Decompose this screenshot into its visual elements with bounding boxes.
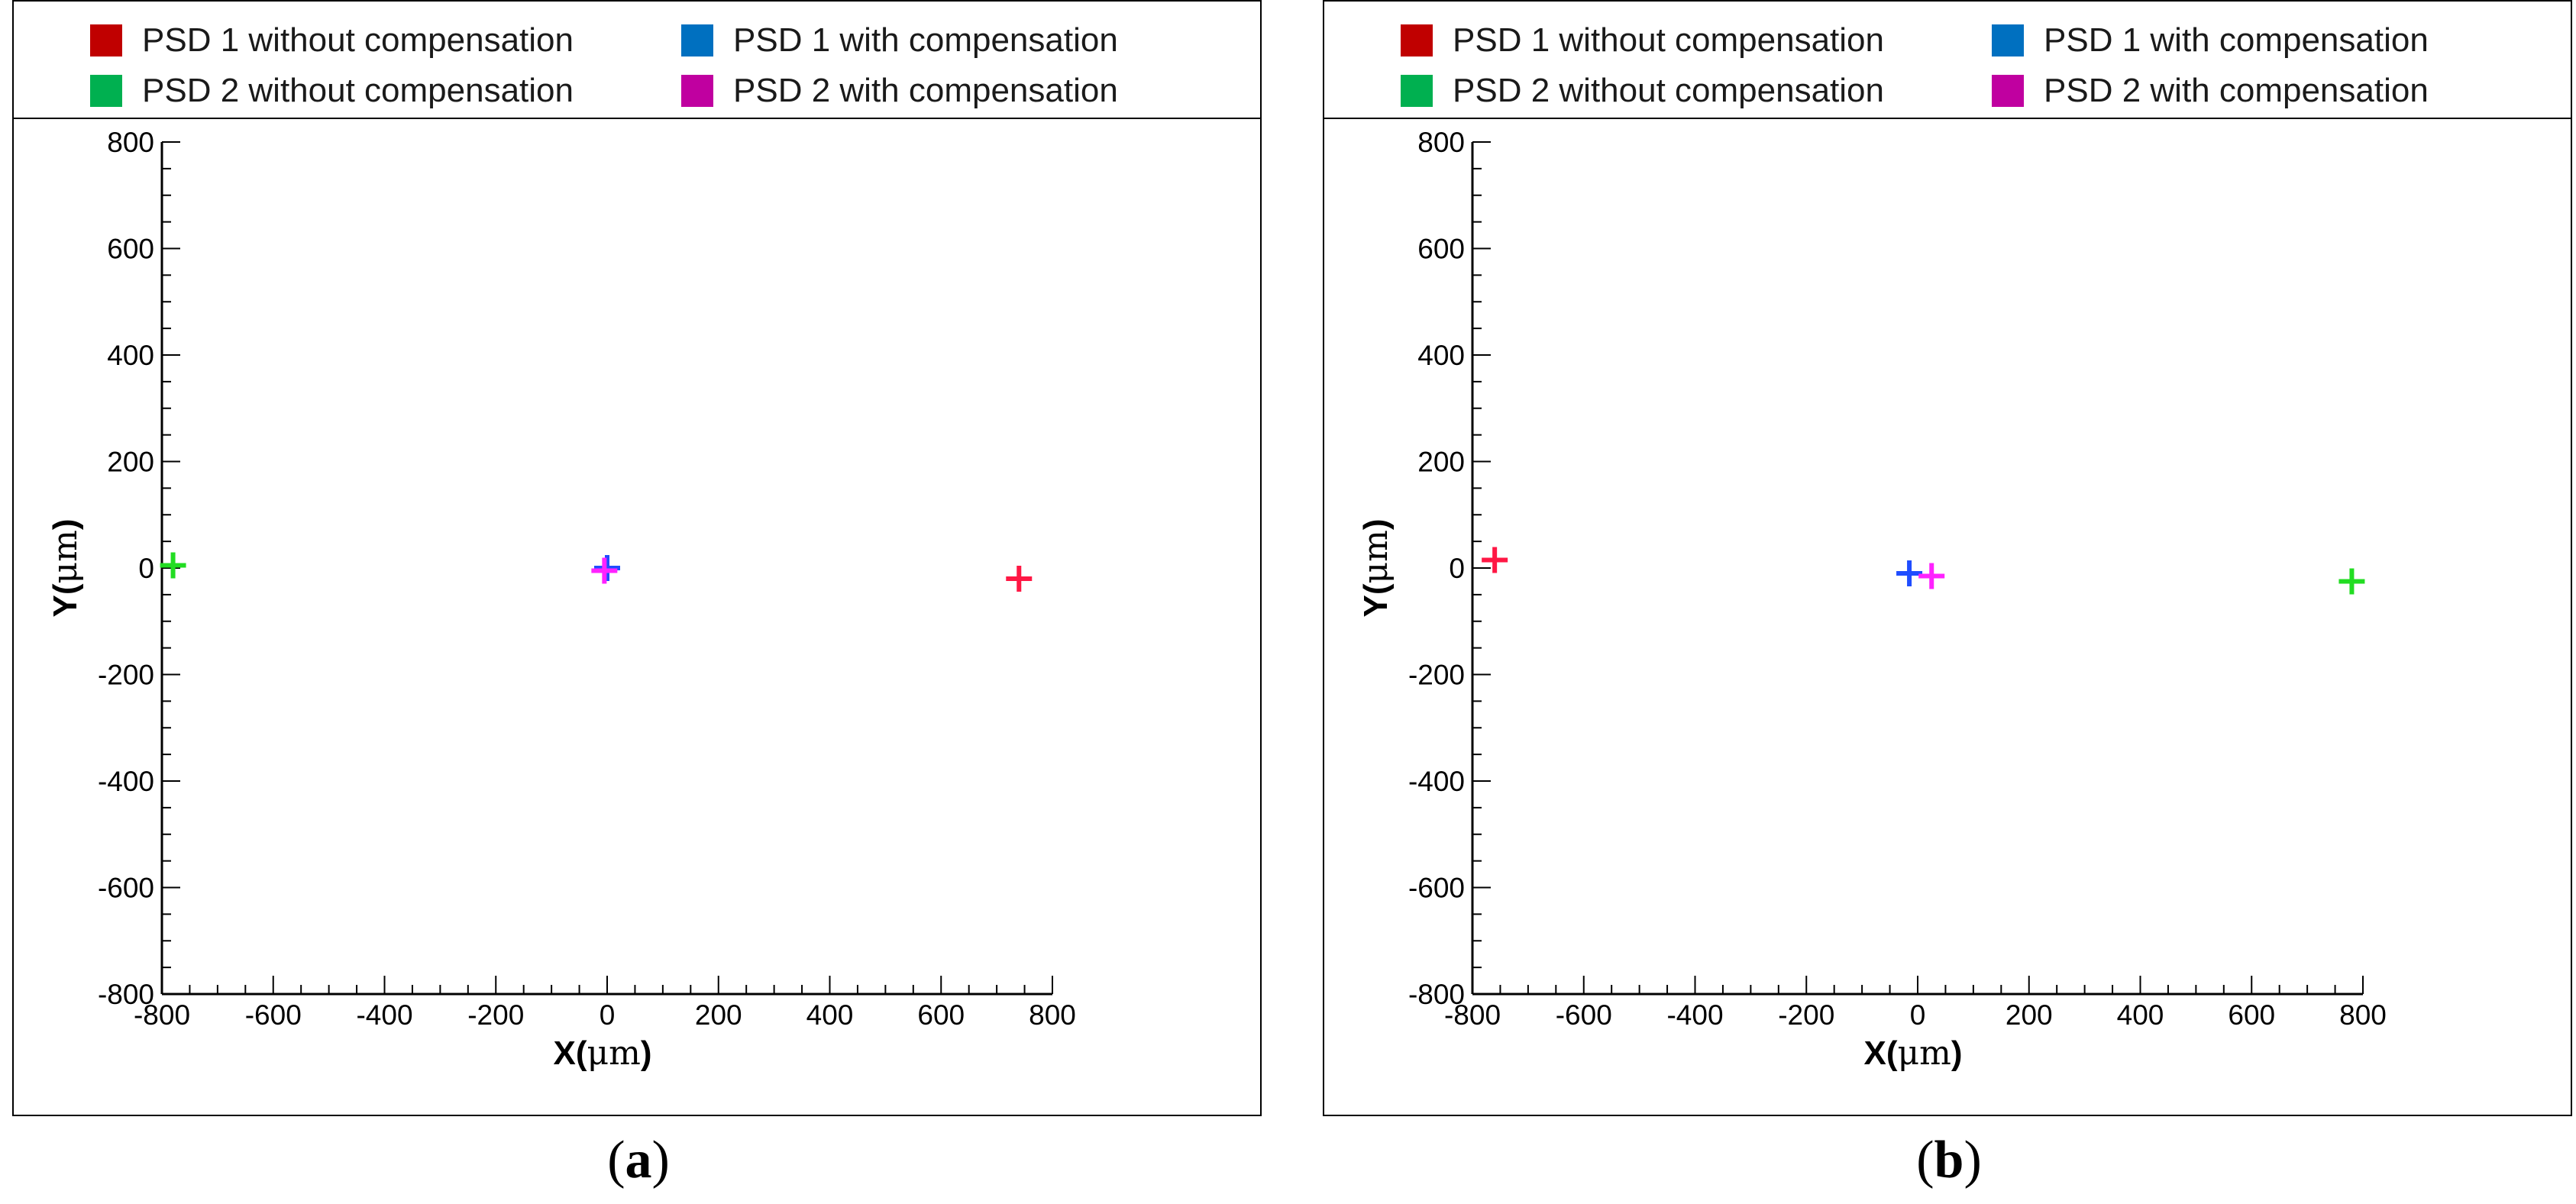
y-tick-label: -600 [1408, 873, 1465, 904]
y-tick-label: -800 [1408, 979, 1465, 1010]
y-tick-label: 600 [107, 234, 154, 265]
data-point-marker [160, 552, 186, 579]
legend-label: PSD 1 without compensation [142, 21, 574, 59]
legend-swatch-psd2-without [90, 75, 122, 107]
x-tick-label: -600 [1556, 999, 1612, 1031]
legend-item-psd1-with: PSD 1 with compensation [1992, 21, 2429, 60]
y-tick-label: 0 [138, 553, 154, 584]
legend-item-psd1-without: PSD 1 without compensation [1401, 21, 1884, 60]
x-tick-label: 600 [2228, 999, 2275, 1031]
legend-label: PSD 1 with compensation [2044, 21, 2429, 59]
x-axis-title: X(μm) [1864, 1034, 1963, 1073]
legend-label: PSD 2 with compensation [733, 72, 1118, 109]
x-tick-label: 600 [917, 999, 965, 1031]
legend-swatch-psd2-without [1401, 75, 1433, 107]
legend-item-psd1-with: PSD 1 with compensation [681, 21, 1118, 60]
x-tick-label: 400 [2117, 999, 2164, 1031]
y-axis-title: Y(μm) [46, 519, 85, 618]
legend-swatch-psd2-with [681, 75, 713, 107]
chart-svg: -800 -600 -400 -200 0 200 400 600 800 -800 -600 -40… [46, 127, 1076, 1073]
data-point-marker [1006, 565, 1033, 592]
y-tick-label: 200 [1417, 447, 1465, 478]
y-tick-label: 400 [1417, 340, 1465, 371]
y-tick-label: -400 [1408, 766, 1465, 797]
legend-swatch-psd1-with [681, 24, 713, 56]
y-tick-label: -400 [98, 766, 154, 797]
legend-swatch-psd1-without [90, 24, 122, 56]
legend-label: PSD 2 without compensation [142, 72, 574, 109]
x-tick-label: -200 [1778, 999, 1834, 1031]
legend-item-psd2-without: PSD 2 without compensation [90, 72, 574, 110]
data-point-marker [1896, 560, 1923, 586]
x-tick-label: -600 [245, 999, 302, 1031]
x-tick-label: 400 [806, 999, 854, 1031]
y-tick-label: -800 [98, 979, 154, 1010]
x-tick-label: 200 [695, 999, 742, 1031]
chart-svg: -800 -600 -400 -200 0 200 400 600 800 -800 -600 -40… [1356, 127, 2387, 1073]
plot-frame [12, 0, 1262, 1116]
panel-caption-letter: a [625, 1131, 652, 1189]
x-tick-label: -800 [1444, 999, 1501, 1031]
data-point-marker [2338, 568, 2365, 595]
panel-caption-b: (b) [1916, 1131, 1982, 1189]
legend-item-psd2-with: PSD 2 with compensation [1992, 72, 2429, 110]
plot-frame [1323, 0, 2572, 1116]
y-tick-label: 600 [1417, 234, 1465, 265]
legend-item-psd2-with: PSD 2 with compensation [681, 72, 1118, 110]
y-tick-label: -200 [98, 660, 154, 691]
legend: PSD 1 without compensation PSD 1 with co… [1323, 0, 2572, 119]
x-tick-label: 200 [2006, 999, 2053, 1031]
x-tick-label: 800 [1029, 999, 1076, 1031]
y-tick-label: 800 [107, 127, 154, 158]
chart-panel-b: PSD 1 without compensation PSD 1 with co… [1323, 0, 2575, 1204]
data-point-marker [594, 555, 620, 581]
chart-panel-a: PSD 1 without compensation PSD 1 with co… [12, 0, 1265, 1204]
y-tick-label: 0 [1449, 553, 1465, 584]
panel-caption-a: (a) [607, 1131, 670, 1189]
x-tick-label: 800 [2339, 999, 2387, 1031]
legend-swatch-psd1-with [1992, 24, 2024, 56]
x-tick-label: 0 [600, 999, 616, 1031]
legend-label: PSD 2 with compensation [2044, 72, 2429, 109]
x-tick-label: -400 [356, 999, 412, 1031]
data-point-marker [1482, 547, 1508, 573]
legend-label: PSD 1 with compensation [733, 21, 1118, 59]
legend-label: PSD 2 without compensation [1453, 72, 1884, 109]
legend-label: PSD 1 without compensation [1453, 21, 1884, 59]
y-axis-title: Y(μm) [1356, 519, 1395, 618]
legend: PSD 1 without compensation PSD 1 with co… [12, 0, 1262, 119]
data-point-marker [1918, 563, 1945, 589]
x-axis-title: X(μm) [554, 1034, 652, 1073]
y-tick-label: -200 [1408, 660, 1465, 691]
x-tick-label: -800 [134, 999, 190, 1031]
data-point-marker [591, 557, 618, 584]
x-tick-label: -200 [467, 999, 524, 1031]
y-tick-label: 200 [107, 447, 154, 478]
legend-item-psd1-without: PSD 1 without compensation [90, 21, 574, 60]
y-tick-label: -600 [98, 873, 154, 904]
y-tick-label: 400 [107, 340, 154, 371]
legend-item-psd2-without: PSD 2 without compensation [1401, 72, 1884, 110]
y-tick-label: 800 [1417, 127, 1465, 158]
x-tick-label: -400 [1666, 999, 1723, 1031]
x-tick-label: 0 [1910, 999, 1926, 1031]
legend-swatch-psd2-with [1992, 75, 2024, 107]
legend-swatch-psd1-without [1401, 24, 1433, 56]
panel-caption-letter: b [1934, 1131, 1964, 1189]
